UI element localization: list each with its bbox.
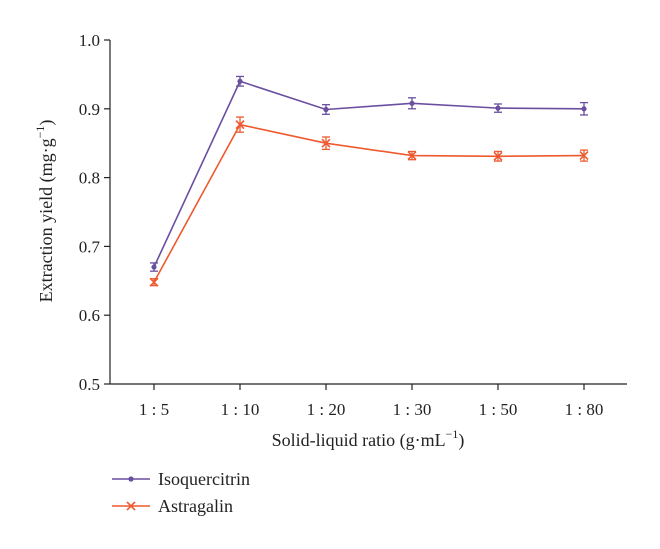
data-point [579,151,589,161]
data-point-stroke [321,138,331,148]
legend-label: Astragalin [158,496,233,516]
data-point [237,78,243,84]
data-point [151,264,157,270]
x-axis-ticks: 1 : 5 1 : 10 1 : 20 1 : 30 1 : 50 1 : 80 [139,384,603,419]
x-tick-label: 1 : 80 [565,400,604,419]
axes [109,40,627,385]
y-axis-ticks: 0.5 0.6 0.7 0.8 0.9 1.0 [79,31,110,394]
data-point-stroke [579,151,589,161]
series-line [153,123,585,283]
y-axis-title-superscript: −1 [33,126,47,139]
series-layer [149,75,589,287]
data-point [323,106,329,113]
series-isoquercitrin [150,75,588,272]
legend: Isoquercitrin Astragalin [112,469,250,516]
y-tick-label: 0.6 [79,306,100,325]
data-point-stroke [149,277,159,287]
data-point-stroke [407,151,417,161]
y-tick-label: 1.0 [79,31,100,50]
data-point-stroke [493,151,503,161]
data-point [495,105,501,111]
y-tick-label: 0.8 [79,169,100,188]
x-axis-title: Solid-liquid ratio (g·mL−1) [272,427,465,451]
data-point [581,106,587,112]
legend-marker-stroke [126,501,136,511]
x-tick-label: 1 : 10 [221,400,260,419]
series-line [153,80,585,268]
x-axis-title-superscript: −1 [446,427,459,441]
data-point [321,138,331,148]
x-tick-label: 1 : 50 [479,400,518,419]
x-tick-label: 1 : 30 [393,400,432,419]
y-tick-label: 0.7 [79,237,101,256]
y-axis-title: Extraction yield (mg·g−1) [33,120,57,303]
legend-label: Isoquercitrin [158,469,250,489]
x-tick-label: 1 : 20 [307,400,346,419]
data-point-stroke [235,120,245,130]
data-point [493,151,503,161]
data-point [235,120,245,130]
data-point [409,100,415,106]
series-astragalin [149,116,589,287]
x-tick-label: 1 : 5 [139,400,169,419]
data-point [149,277,159,287]
data-point [407,151,417,161]
y-tick-label: 0.9 [79,100,100,119]
y-tick-label: 0.5 [79,375,100,394]
legend-marker [126,501,136,511]
legend-marker [128,476,134,482]
